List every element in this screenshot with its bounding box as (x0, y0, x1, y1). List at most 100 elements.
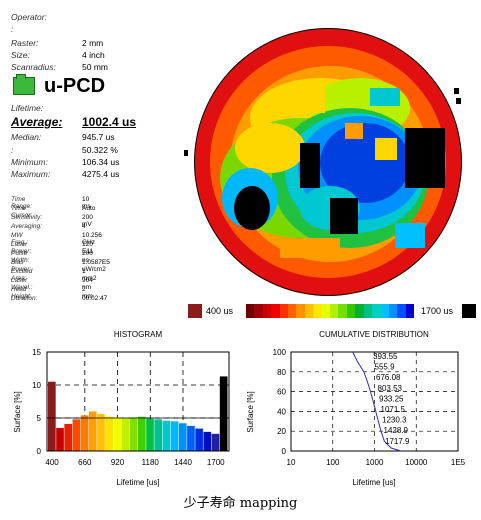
maximum-label: Maximum: (11, 169, 51, 179)
cumulative-annotation: 803.53 (378, 384, 403, 393)
size-value: 4 inch (82, 50, 105, 60)
setting-value: 120 E11 (82, 241, 94, 255)
colorbar-segment (355, 304, 364, 318)
histogram-bar (121, 418, 130, 451)
lifetime-label: Lifetime: (11, 103, 44, 113)
colorbar-min-label: 400 us (206, 306, 234, 316)
setting-label: Head Height: (11, 286, 32, 300)
cumulative-x-tick-label: 100 (326, 458, 340, 467)
colorbar-segment (288, 304, 297, 318)
histogram-bar (195, 428, 203, 451)
median-value: 945.7 us (82, 132, 115, 142)
histogram-y-tick-label: 15 (32, 348, 41, 357)
setting-value: 10 ms (82, 196, 91, 210)
colorbar-segment (296, 304, 305, 318)
colorbar-gradient (246, 304, 415, 318)
histogram-bar (146, 418, 154, 451)
colorbar-segment (346, 304, 356, 318)
cumulative-chart: CUMULATIVE DISTRIBUTION Surface [%] Life… (246, 330, 466, 487)
setting-label: Laser Power: (11, 241, 32, 255)
wafer-edge-marker (454, 88, 459, 94)
cumulative-y-tick-label: 80 (277, 368, 286, 377)
cumulative-annotation: 1071.5 (381, 405, 406, 414)
histogram-bar (113, 417, 122, 451)
cumulative-y-tick-label: 20 (277, 427, 286, 436)
raster-value: 2 mm (82, 38, 104, 48)
cumulative-annotation: 555.9 (375, 363, 396, 372)
product-title: u-PCD (44, 75, 106, 97)
colorbar-low-swatch (188, 304, 202, 318)
colorbar-segment (372, 304, 381, 318)
colorbar-segment (380, 304, 389, 318)
setting-value: 4 (82, 223, 86, 230)
wafer-notch-marker (184, 150, 188, 156)
histogram-xlabel: Lifetime [us] (116, 478, 159, 487)
histogram-x-tick-label: 1180 (142, 458, 160, 467)
scanradius-label: Scanradius: (11, 62, 56, 72)
histogram-x-tick-label: 920 (111, 458, 125, 467)
colorbar-segment (271, 304, 280, 318)
cumulative-y-tick-label: 60 (277, 388, 286, 397)
setting-value: 1.0587E5 uW/cm2 (82, 259, 110, 273)
setting-value: 200 mV (82, 214, 93, 228)
cumulative-y-tick-label: 100 (273, 348, 287, 357)
cumulative-annotation: 1428.9 (384, 426, 409, 435)
setting-value: 10.256 GHz (82, 232, 102, 246)
setting-value: 904 nm (82, 277, 93, 291)
setting-label: Laser Wavel.: (11, 277, 33, 291)
histogram-x-tick-label: 660 (78, 458, 92, 467)
colorbar-segment (363, 304, 373, 318)
colorbar-segment (313, 304, 322, 318)
folder-icon (13, 74, 35, 95)
colorbar-segment (321, 304, 331, 318)
colorbar-max-label: 1700 us (421, 306, 454, 316)
wafer-lifetime-pattern (195, 29, 461, 295)
histogram-y-tick-label: 10 (32, 381, 41, 390)
blank-label: : (11, 24, 14, 34)
cumulative-y-ticks: 100 80 60 40 20 0 (273, 348, 287, 456)
minimum-value: 106.34 us (82, 157, 120, 167)
histogram-bar (48, 381, 56, 451)
cumulative-frame (290, 351, 459, 452)
setting-label: Pulse Width: (11, 250, 30, 264)
operator-label: Operator: (11, 12, 47, 22)
histogram-x-tick-label: 400 (45, 458, 59, 467)
colorbar-segment (262, 304, 272, 318)
wafer-map[interactable] (180, 28, 480, 298)
setting-label: Excited Area: (11, 268, 33, 282)
histogram-bar (105, 416, 113, 451)
colorbar-segment (304, 304, 314, 318)
average-label: Average: (11, 115, 63, 129)
setting-label: MW Freq.: (11, 232, 28, 246)
histogram-bar (80, 415, 89, 451)
cumulative-x-tick-label: 1E5 (451, 458, 466, 467)
median-label: Median: (11, 132, 42, 142)
histogram-chart: HISTOGRAM Surface [%] Lifetime [us] 15 10… (13, 330, 230, 487)
setting-label: Duration: (11, 295, 38, 302)
histogram-bar (219, 376, 228, 451)
histogram-bar (203, 431, 212, 451)
histogram-bar (88, 411, 97, 451)
histogram-bar (56, 427, 64, 451)
histogram-bar (97, 414, 105, 451)
cumulative-x-tick-label: 10000 (405, 458, 428, 467)
raster-label: Raster: (11, 38, 39, 48)
cumulative-y-tick-label: 0 (282, 447, 287, 456)
setting-value: 1 mm2 (82, 268, 97, 282)
setting-value: 00:02:47 (82, 295, 108, 302)
histogram-y-ticks: 15 10 5 0 (32, 348, 41, 456)
histogram-ylabel: Surface [%] (13, 391, 22, 432)
cumulative-x-tick-label: 10 (287, 458, 296, 467)
colorbar-segment (405, 304, 415, 318)
colorbar-segment (246, 304, 255, 318)
histogram-bar (138, 416, 146, 451)
average-value: 1002.4 us (82, 115, 137, 129)
setting-label: Time Cursor: (11, 205, 33, 219)
setting-value: Auto (82, 205, 96, 212)
histogram-bar (170, 421, 179, 451)
histogram-frame (46, 351, 230, 452)
histogram-bar (162, 420, 171, 451)
cumulative-y-tick-label: 40 (277, 407, 286, 416)
histogram-bar (178, 423, 187, 451)
cumulative-annotation: 676.08 (376, 373, 401, 382)
